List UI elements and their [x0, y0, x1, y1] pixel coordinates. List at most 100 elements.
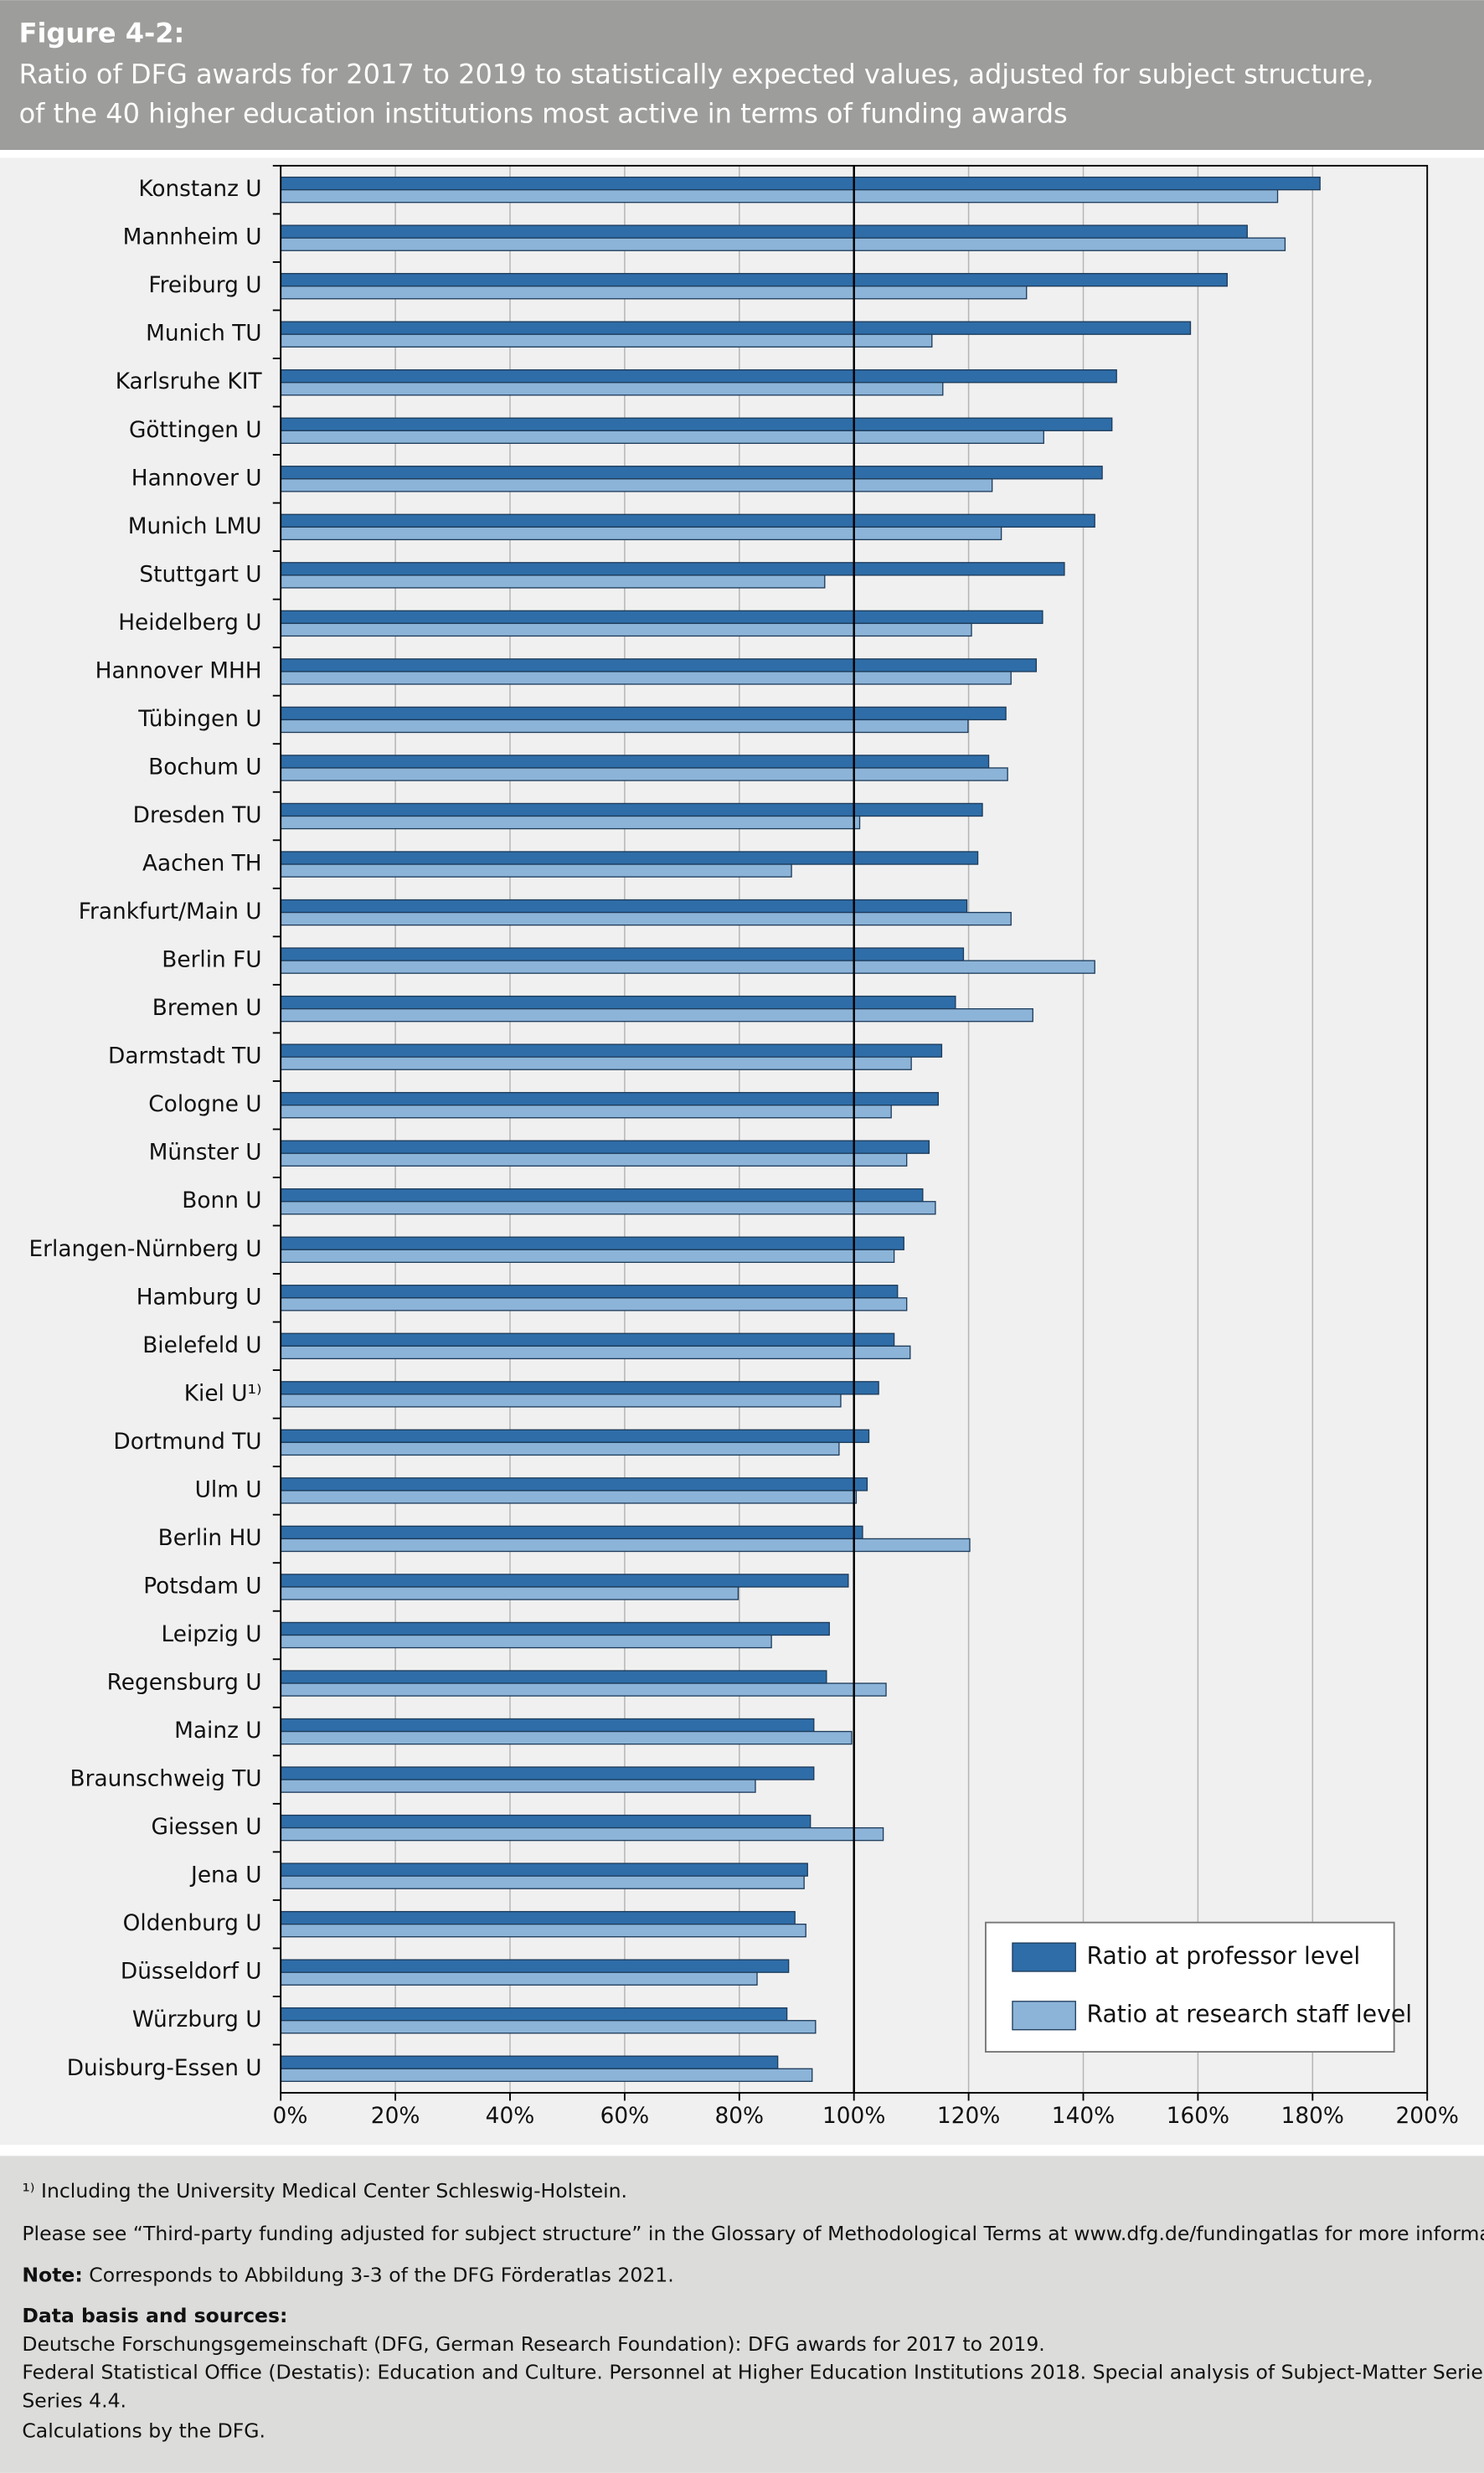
bar [280, 1043, 943, 1058]
x-tick-label: 20% [371, 2104, 420, 2129]
y-tick-label: Konstanz U [138, 177, 261, 202]
bar [280, 526, 1002, 541]
footer-band [0, 2156, 1484, 2473]
bar [280, 1971, 758, 1986]
note-text: Corresponds to Abbildung 3-3 of the DFG … [89, 2263, 673, 2286]
bar [280, 417, 1113, 431]
y-tick-label: Oldenburg U [123, 1911, 262, 1936]
bar [280, 1105, 892, 1119]
y-tick-label: Leipzig U [162, 1622, 262, 1647]
source-line: Federal Statistical Office (Destatis): E… [22, 2361, 1484, 2384]
bar [280, 1345, 911, 1360]
bar [280, 1959, 790, 1973]
y-tick-label: Potsdam U [143, 1574, 261, 1599]
y-tick-label: Dresden TU [133, 803, 262, 828]
y-tick-label: Hannover MHH [95, 658, 262, 683]
title-line: Ratio of DFG awards for 2017 to 2019 to … [19, 59, 1374, 90]
bar [280, 1634, 772, 1649]
bar [280, 851, 979, 865]
y-tick-label: Bielefeld U [142, 1333, 261, 1358]
bar [280, 1152, 908, 1167]
legend-swatch [1012, 1942, 1076, 1972]
y-tick-label: Mannheim U [123, 225, 262, 250]
bar [280, 176, 1321, 191]
y-tick-label: Düsseldorf U [121, 1960, 262, 1985]
y-tick-label: Bremen U [152, 996, 262, 1021]
x-tick-label: 140% [1052, 2104, 1115, 2129]
bar [280, 1779, 756, 1793]
y-tick-label: Cologne U [148, 1092, 261, 1117]
y-tick-label: Hannover U [131, 466, 262, 491]
source-line: Deutsche Forschungsgemeinschaft (DFG, Ge… [22, 2332, 1044, 2356]
y-tick-label: Duisburg-Essen U [67, 2056, 262, 2081]
bar [280, 1766, 815, 1780]
bar [280, 1910, 796, 1925]
y-tick-label: Darmstadt TU [108, 1044, 262, 1069]
note-label: Note: [22, 2263, 82, 2286]
y-tick-label: Kiel U¹⁾ [184, 1381, 262, 1406]
header-band [0, 0, 1484, 151]
bar [280, 1862, 808, 1877]
footnote: ¹⁾ Including the University Medical Cent… [22, 2179, 627, 2203]
bar [280, 1586, 739, 1600]
bar [280, 1574, 849, 1588]
y-tick-label: Würzburg U [132, 2007, 262, 2032]
bar [280, 1826, 884, 1842]
sources-label: Data basis and sources: [22, 2304, 287, 2327]
source-line: Calculations by the DFG. [22, 2419, 265, 2442]
y-tick-label: Münster U [149, 1141, 262, 1166]
bar [280, 960, 1095, 974]
bar [280, 1007, 1033, 1023]
bar [280, 2068, 813, 2082]
bar [280, 671, 1012, 685]
bar [280, 1730, 853, 1745]
bar [280, 1670, 827, 1684]
bar [280, 1285, 899, 1299]
y-tick-label: Dortmund TU [113, 1430, 261, 1455]
y-tick-label: Heidelberg U [118, 611, 261, 636]
legend-label: Ratio at professor level [1086, 1942, 1360, 1970]
bar [280, 1441, 840, 1456]
bar [280, 947, 965, 961]
y-tick-label: Mainz U [174, 1718, 261, 1744]
y-tick-label: Berlin HU [158, 1526, 262, 1551]
y-tick-label: Jena U [189, 1863, 262, 1888]
y-tick-label: Munich LMU [128, 514, 262, 539]
bar [280, 755, 990, 769]
y-tick-label: Karlsruhe KIT [116, 369, 263, 394]
bar [280, 369, 1117, 384]
bar [280, 1682, 887, 1697]
y-tick-label: Bochum U [148, 755, 261, 780]
bar [280, 1381, 879, 1395]
legend-label: Ratio at research staff level [1086, 2001, 1412, 2028]
bar [280, 610, 1043, 625]
bar [280, 562, 1065, 576]
x-tick-label: 80% [715, 2104, 765, 2129]
bar [280, 272, 1228, 287]
bar [280, 333, 933, 348]
bar [280, 1249, 895, 1263]
y-tick-label: Göttingen U [129, 418, 262, 443]
source-line: Series 4.4. [22, 2389, 126, 2413]
y-tick-label: Stuttgart U [139, 562, 261, 587]
y-tick-label: Regensburg U [107, 1671, 262, 1696]
bar [280, 513, 1095, 528]
bar [280, 1297, 908, 1311]
y-tick-label: Ulm U [195, 1477, 262, 1502]
bar [280, 719, 969, 734]
x-tick-label: 180% [1281, 2104, 1344, 2129]
bar [280, 286, 1028, 300]
bar [280, 2020, 817, 2034]
bar [280, 1394, 842, 1408]
bar [280, 1538, 971, 1553]
x-tick-label: 60% [600, 2104, 650, 2129]
figure-label: Figure 4-2: [19, 18, 185, 49]
y-tick-label: Tübingen U [137, 707, 261, 732]
bar [280, 622, 972, 637]
bar [280, 430, 1044, 445]
x-tick-label: 0% [273, 2104, 308, 2129]
note: Note: Corresponds to Abbildung 3-3 of th… [22, 2263, 673, 2286]
title-line: of the 40 higher education institutions … [19, 98, 1068, 130]
bar [280, 224, 1248, 239]
